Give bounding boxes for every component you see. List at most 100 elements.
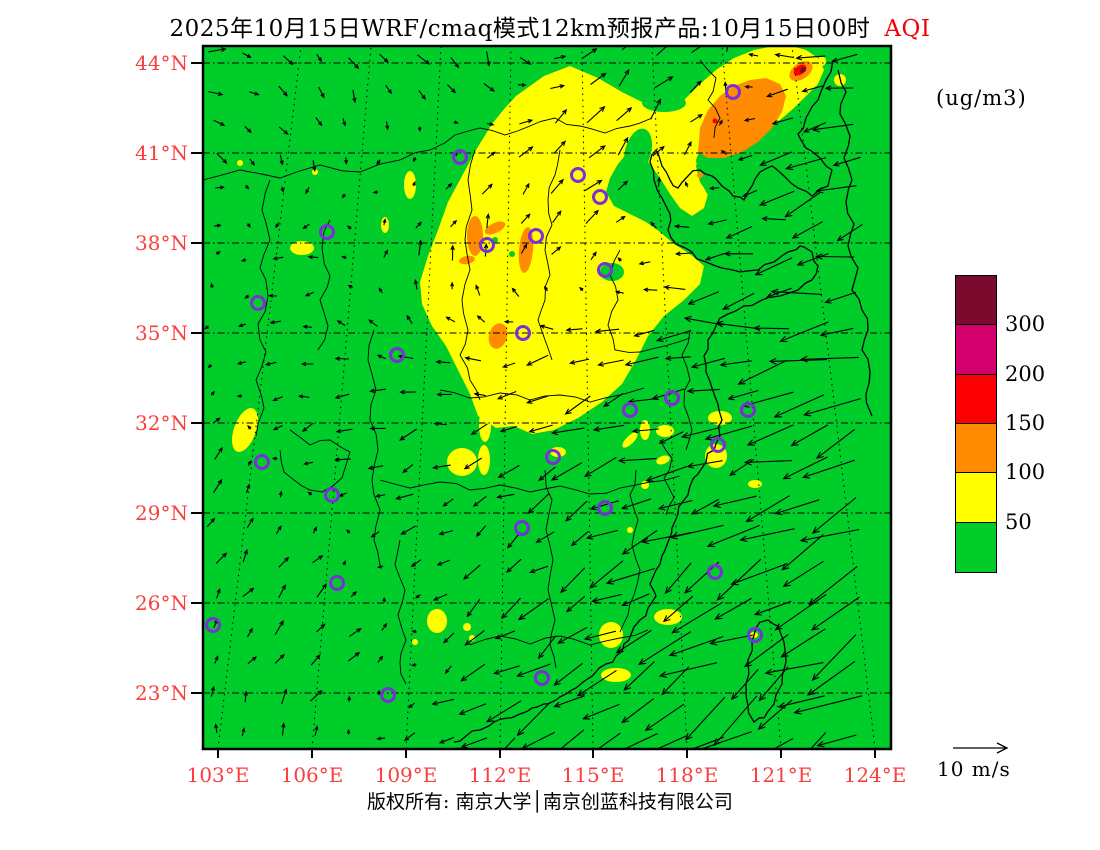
lat-label-35N: 35°N <box>135 321 188 345</box>
wind-arrow <box>780 628 826 658</box>
wind-arrow <box>799 528 860 543</box>
city-marker <box>710 437 726 453</box>
wind-vector-layer <box>204 46 863 749</box>
wind-arrow <box>377 564 384 569</box>
province-border <box>659 439 675 516</box>
wind-arrow <box>657 176 662 187</box>
wind-arrow <box>777 695 825 709</box>
wind-arrow <box>433 421 447 426</box>
wind-arrow <box>616 107 633 122</box>
wind-arrow <box>493 665 520 675</box>
aqi-region-yellow-patch <box>412 639 418 645</box>
wind-scale-label: 10 m/s <box>937 757 1011 781</box>
aqi-region-yellow-patch <box>381 217 389 233</box>
lat-label-32N: 32°N <box>135 411 188 435</box>
province-border <box>203 117 653 181</box>
legend-color-cell <box>956 276 996 326</box>
lon-label-103E: 103°E <box>186 763 250 787</box>
wind-arrow <box>535 531 555 543</box>
wind-arrow <box>369 426 386 431</box>
wind-arrow <box>527 492 550 515</box>
wind-arrow <box>466 598 481 618</box>
aqi-region-yellow-patch <box>654 609 682 625</box>
wind-arrow <box>768 357 827 365</box>
wind-arrow <box>412 180 416 187</box>
wind-arrow <box>773 394 825 418</box>
wind-arrow <box>671 601 724 634</box>
wind-arrow <box>275 525 282 535</box>
wind-arrow <box>453 120 459 124</box>
wind-arrow <box>597 359 624 367</box>
wind-arrow <box>377 689 381 696</box>
wind-arrow <box>244 184 250 190</box>
wind-arrow <box>242 52 252 59</box>
wind-arrow <box>300 361 314 367</box>
wind-arrow <box>210 390 215 396</box>
map-canvas <box>203 46 891 749</box>
wind-arrow <box>782 560 824 588</box>
wind-arrow <box>550 462 583 481</box>
wind-arrow <box>745 495 790 523</box>
wind-arrow <box>605 567 655 585</box>
wind-arrow <box>403 732 416 741</box>
wind-arrow <box>539 324 554 330</box>
wind-arrow <box>617 457 657 464</box>
wind-arrow <box>244 294 250 299</box>
wind-arrow <box>282 55 294 66</box>
wind-arrow <box>522 182 530 195</box>
wind-arrow <box>236 361 247 365</box>
wind-arrow <box>310 654 321 666</box>
wind-arrow <box>743 458 793 466</box>
wind-arrow <box>206 517 216 528</box>
province-border <box>681 329 693 451</box>
lat-label-29N: 29°N <box>135 501 188 525</box>
city-marker <box>597 262 613 278</box>
wind-arrow <box>517 83 527 88</box>
wind-arrow <box>737 359 788 385</box>
wind-arrow <box>272 256 284 261</box>
wind-arrow <box>674 251 693 257</box>
city-marker <box>592 189 608 205</box>
wind-arrow <box>436 559 451 566</box>
legend-label-50: 50 <box>1005 509 1032 534</box>
wind-arrow <box>831 53 858 63</box>
wind-arrow <box>304 291 314 297</box>
aqi-region-yellow-patch <box>469 635 475 641</box>
legend-label-150: 150 <box>1005 411 1046 435</box>
wind-arrow <box>268 293 277 298</box>
wind-arrow <box>537 635 557 660</box>
aqi-region-yellow-patch <box>290 241 314 255</box>
lon-label-118E: 118°E <box>655 763 719 787</box>
aqi-region-yellow-patch <box>237 160 243 166</box>
wind-arrow <box>836 223 863 242</box>
wind-arrow <box>560 567 586 594</box>
wind-arrow <box>716 558 762 601</box>
aqi-region-yellow-patch <box>478 445 490 475</box>
wind-arrow <box>519 57 532 65</box>
wind-arrow <box>481 183 493 195</box>
aqi-region-yellow-patch <box>818 56 826 66</box>
wind-arrow <box>615 215 626 223</box>
wind-arrow <box>378 287 383 294</box>
wind-arrow <box>617 257 622 262</box>
wind-arrow <box>585 209 599 224</box>
wind-arrow <box>690 113 704 123</box>
wind-arrow <box>810 596 860 631</box>
wind-arrow <box>486 122 495 127</box>
wind-arrow <box>485 213 491 229</box>
wind-arrow <box>432 464 451 470</box>
aqi-region-yellow-patch <box>463 623 471 631</box>
wind-arrow <box>576 669 617 697</box>
wind-arrow <box>687 291 720 305</box>
city-marker <box>545 449 561 465</box>
wind-arrow <box>450 219 458 228</box>
wind-arrow <box>215 185 225 190</box>
wind-arrow <box>689 80 702 93</box>
wind-arrow <box>519 119 534 125</box>
wind-arrow <box>832 156 861 167</box>
wind-arrow <box>302 324 312 329</box>
aqi-region-yellow-patch <box>232 408 258 452</box>
wind-arrow <box>743 117 756 122</box>
wind-arrow <box>385 84 393 95</box>
wind-arrow <box>655 329 692 342</box>
